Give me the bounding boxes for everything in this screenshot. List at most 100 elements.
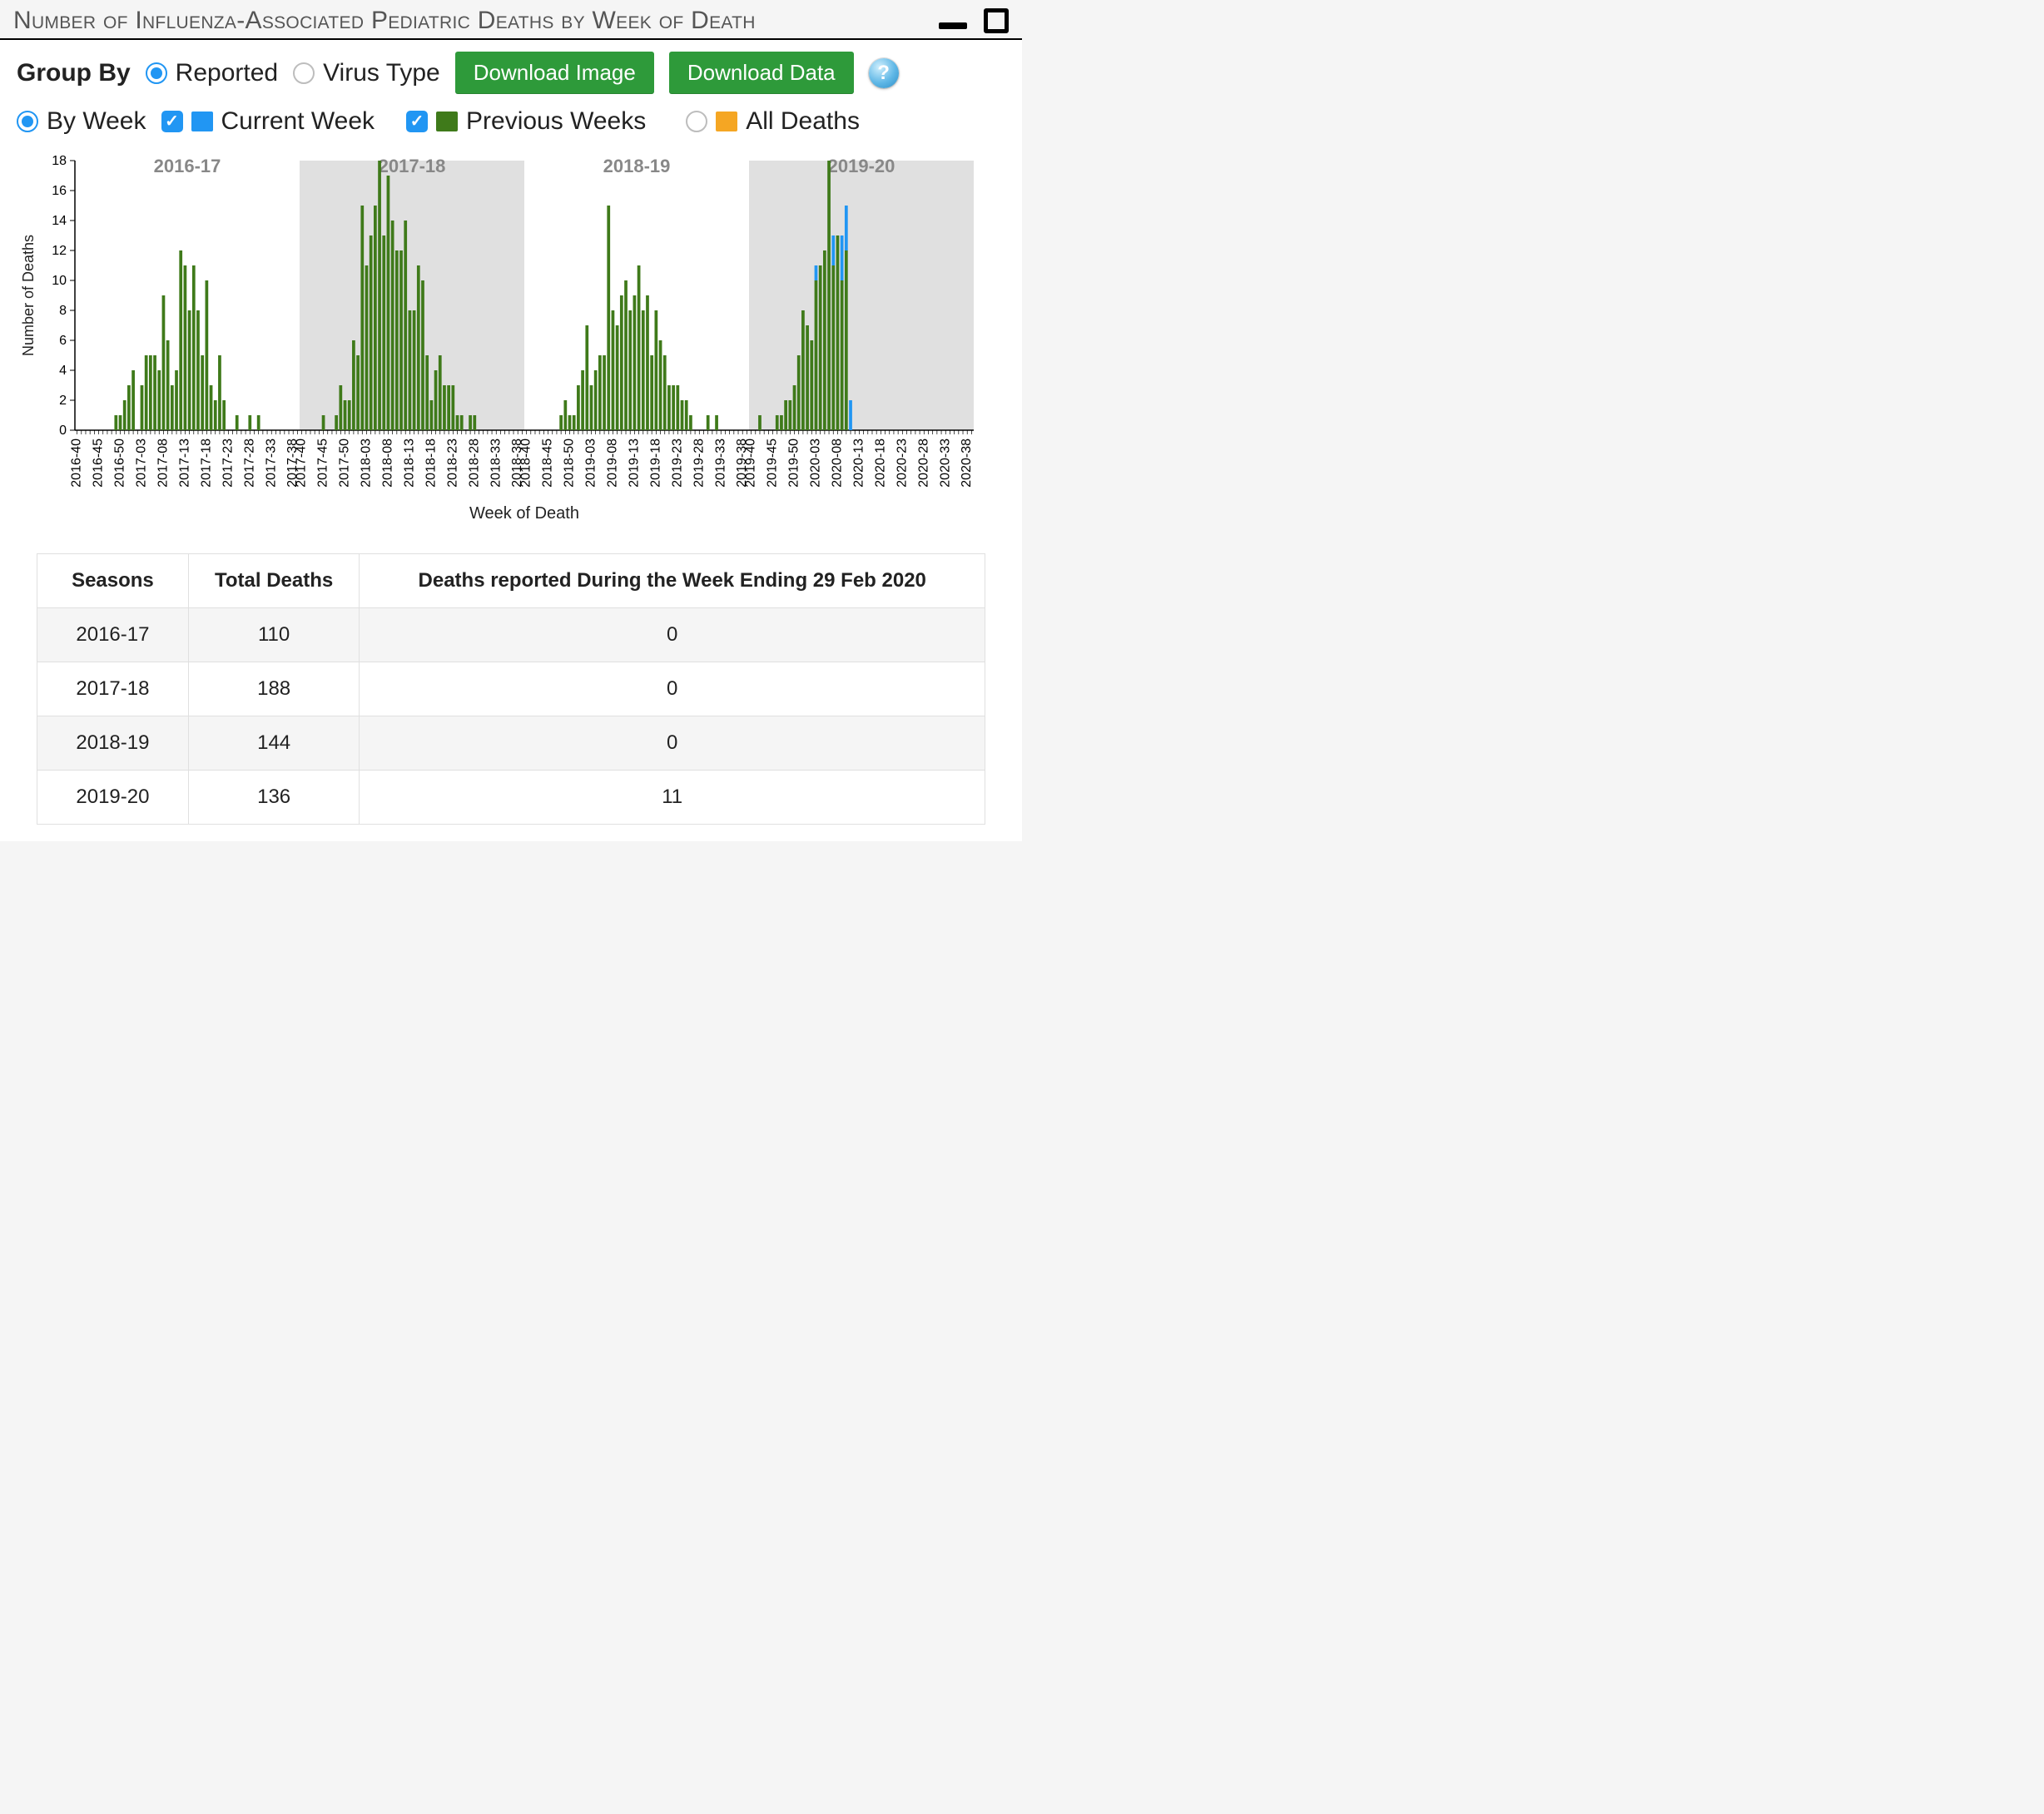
bar-previous (370, 235, 373, 430)
bar-previous (399, 250, 403, 430)
col-reported: Deaths reported During the Week Ending 2… (360, 554, 985, 608)
bar-previous (776, 415, 779, 430)
window-controls (939, 8, 1009, 33)
download-data-button[interactable]: Download Data (669, 52, 854, 94)
x-tick-label: 2019-50 (787, 439, 801, 488)
toolbar-row-2: By Week Current Week Previous Weeks All … (17, 107, 1005, 136)
bar-previous (382, 235, 385, 430)
bar-previous (784, 400, 787, 430)
bar-previous (590, 385, 593, 430)
bar-previous (439, 355, 442, 430)
bar-previous (162, 295, 166, 430)
bar-current (815, 265, 818, 280)
option-reported[interactable]: Reported (146, 59, 278, 87)
col-total: Total Deaths (189, 554, 360, 608)
bar-previous (831, 265, 835, 430)
bar-previous (563, 400, 567, 430)
bar-current (841, 235, 844, 280)
bar-current (831, 235, 835, 265)
season-label: 2018-19 (603, 156, 671, 176)
svg-text:4: 4 (59, 364, 67, 378)
x-tick-label: 2017-13 (177, 439, 191, 488)
bar-previous (654, 310, 657, 430)
radio-virus-type[interactable] (293, 62, 315, 84)
bar-previous (681, 400, 684, 430)
bar-previous (429, 400, 433, 430)
svg-text:14: 14 (52, 214, 67, 228)
checkbox-previous-weeks[interactable] (406, 111, 428, 132)
x-tick-label: 2020-03 (808, 439, 822, 488)
bar-previous (434, 370, 438, 430)
radio-all-deaths[interactable] (686, 111, 707, 132)
radio-by-week[interactable] (17, 111, 38, 132)
radio-reported[interactable] (146, 62, 167, 84)
option-reported-label: Reported (176, 59, 278, 87)
bar-previous (646, 295, 649, 430)
svg-text:16: 16 (52, 184, 67, 198)
page-title: Number of Influenza-Associated Pediatric… (13, 7, 756, 35)
x-tick-label: 2016-50 (113, 439, 127, 488)
bar-previous (222, 400, 226, 430)
minimize-icon[interactable] (939, 22, 967, 29)
checkbox-current-week[interactable] (161, 111, 183, 132)
bar-previous (360, 206, 364, 430)
help-icon[interactable]: ? (869, 58, 899, 88)
bar-previous (114, 415, 117, 430)
bar-previous (633, 295, 637, 430)
option-by-week[interactable]: By Week (17, 107, 146, 136)
bar-previous (192, 265, 196, 430)
table-cell: 2019-20 (37, 771, 188, 825)
bar-previous (344, 400, 347, 430)
bar-previous (356, 355, 360, 430)
bar-previous (205, 280, 208, 430)
bar-previous (365, 265, 369, 430)
bar-previous (248, 415, 251, 430)
option-virus-type[interactable]: Virus Type (293, 59, 440, 87)
x-tick-label: 2017-23 (221, 439, 235, 488)
deaths-bar-chart: 024681012141618Number of Deaths2016-1720… (17, 147, 982, 530)
maximize-icon[interactable] (984, 8, 1009, 33)
option-all-deaths[interactable]: All Deaths (686, 107, 860, 136)
table-cell: 0 (360, 716, 985, 771)
x-tick-label: 2018-03 (359, 439, 373, 488)
option-virus-type-label: Virus Type (323, 59, 440, 87)
x-tick-label: 2018-18 (424, 439, 438, 488)
bar-previous (819, 265, 822, 430)
bar-previous (378, 161, 381, 430)
download-image-button[interactable]: Download Image (455, 52, 654, 94)
x-tick-label: 2020-23 (895, 439, 909, 488)
table-row: 2016-171100 (37, 608, 985, 662)
swatch-all-deaths (716, 112, 737, 131)
x-tick-label: 2018-45 (541, 439, 555, 488)
table-cell: 144 (189, 716, 360, 771)
x-tick-label: 2019-03 (583, 439, 598, 488)
option-previous-weeks-label: Previous Weeks (466, 107, 646, 136)
bar-previous (141, 385, 144, 430)
x-tick-label: 2019-28 (692, 439, 706, 488)
x-tick-label: 2020-33 (938, 439, 952, 488)
x-axis-label: Week of Death (469, 504, 579, 523)
bar-previous (598, 355, 602, 430)
bar-previous (801, 310, 805, 430)
option-current-week[interactable]: Current Week (161, 107, 375, 136)
bar-previous (585, 325, 588, 430)
bar-previous (577, 385, 580, 430)
bar-previous (581, 370, 584, 430)
table-body: 2016-1711002017-1818802018-1914402019-20… (37, 608, 985, 825)
bar-previous (650, 355, 653, 430)
svg-text:0: 0 (59, 424, 67, 438)
season-label: 2019-20 (828, 156, 895, 176)
option-previous-weeks[interactable]: Previous Weeks (406, 107, 646, 136)
x-tick-label: 2017-08 (156, 439, 170, 488)
table-cell: 136 (189, 771, 360, 825)
table-cell: 0 (360, 662, 985, 716)
bar-previous (157, 370, 161, 430)
svg-text:8: 8 (59, 304, 67, 318)
table-cell: 2016-17 (37, 608, 188, 662)
bar-current (845, 206, 848, 250)
table-cell: 2017-18 (37, 662, 188, 716)
group-by-label: Group By (17, 59, 131, 87)
titlebar: Number of Influenza-Associated Pediatric… (0, 0, 1022, 40)
bar-previous (788, 400, 791, 430)
x-tick-label: 2016-45 (92, 439, 106, 488)
